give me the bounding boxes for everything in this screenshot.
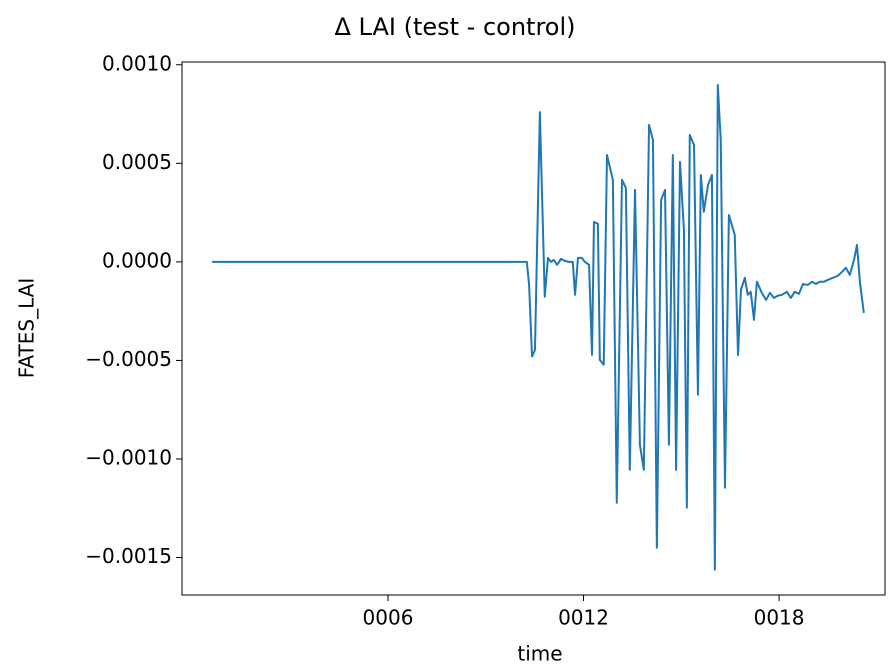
- chart-title: Δ LAI (test - control): [334, 13, 575, 41]
- y-tick-label: 0.0005: [102, 150, 172, 174]
- y-tick-label: −0.0010: [85, 445, 172, 469]
- y-axis-label: FATES_LAI: [15, 278, 39, 379]
- plot-frame: [181, 61, 886, 596]
- x-tick-label: 0006: [363, 606, 414, 630]
- x-tick-label: 0012: [558, 606, 609, 630]
- y-tick-label: 0.0010: [102, 51, 172, 75]
- x-tick-label: 0018: [754, 606, 805, 630]
- y-tick-label: −0.0005: [85, 347, 172, 371]
- y-tick-label: −0.0015: [85, 544, 172, 568]
- x-axis-label: time: [517, 642, 562, 666]
- data-line: [211, 84, 865, 571]
- y-tick-label: 0.0000: [102, 248, 172, 272]
